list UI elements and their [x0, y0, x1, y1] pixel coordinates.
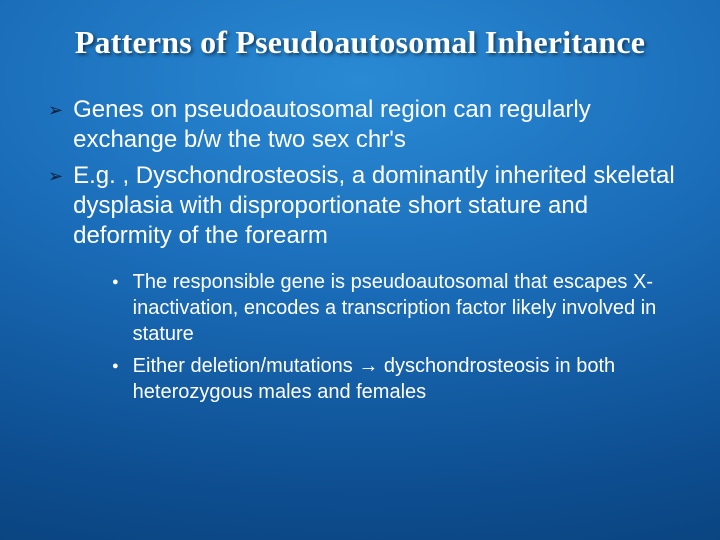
list-item-text: Either deletion/mutations → dyschondrost…: [133, 353, 680, 405]
list-item-text: E.g. , Dyschondrosteosis, a dominantly i…: [73, 161, 680, 251]
list-item: ➢ E.g. , Dyschondrosteosis, a dominantly…: [48, 161, 680, 251]
dot-bullet-icon: ●: [112, 353, 119, 379]
list-item: ● The responsible gene is pseudoautosoma…: [112, 269, 680, 347]
dot-bullet-icon: ●: [112, 269, 119, 295]
slide: Patterns of Pseudoautosomal Inheritance …: [0, 0, 720, 540]
bullet-list-level1: ➢ Genes on pseudoautosomal region can re…: [40, 95, 680, 251]
arrow-bullet-icon: ➢: [48, 161, 63, 191]
bullet-list-level2: ● The responsible gene is pseudoautosoma…: [40, 269, 680, 405]
slide-title: Patterns of Pseudoautosomal Inheritance: [40, 24, 680, 61]
list-item: ➢ Genes on pseudoautosomal region can re…: [48, 95, 680, 155]
list-item-text: The responsible gene is pseudoautosomal …: [133, 269, 680, 347]
list-item-text: Genes on pseudoautosomal region can regu…: [73, 95, 680, 155]
list-item: ● Either deletion/mutations → dyschondro…: [112, 353, 680, 405]
arrow-bullet-icon: ➢: [48, 95, 63, 125]
